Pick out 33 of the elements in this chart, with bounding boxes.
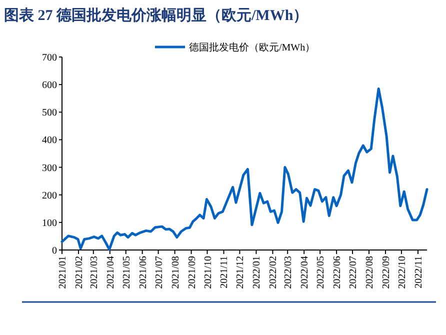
y-tick-label: 100: [42, 218, 57, 229]
legend-label: 德国批发电价（欧元/MWh）: [189, 42, 316, 54]
x-tick-label: 2022/03: [283, 256, 294, 289]
y-tick-label: 700: [42, 52, 57, 64]
x-tick-label: 2021/03: [88, 256, 100, 289]
x-tick-label: 2022/04: [300, 256, 311, 289]
y-tick-label: 0: [52, 246, 57, 256]
x-tick-label: 2021/10: [202, 256, 214, 289]
x-tick-label: 2021/06: [138, 256, 149, 289]
x-tick-label: 2021/11: [219, 256, 230, 288]
x-tick-label: 2022/07: [348, 256, 360, 289]
y-tick-label: 400: [42, 135, 57, 146]
x-tick-label: 2022/02: [268, 256, 280, 289]
y-tick-label: 200: [42, 190, 57, 202]
y-tick-label: 300: [42, 162, 57, 174]
x-tick-label: 2021/04: [105, 256, 116, 289]
x-tick-label: 2022/01: [252, 256, 263, 289]
y-tick-label: 600: [42, 80, 57, 92]
x-tick-label: 2021/08: [170, 256, 182, 289]
x-tick-label: 2022/06: [332, 256, 344, 289]
x-tick-label: 2021/02: [74, 256, 85, 289]
y-tick-label: 500: [42, 108, 57, 119]
chart-title: 图表 27 德国批发电价涨幅明显（欧元/MWh）: [4, 7, 308, 24]
x-tick-label: 2021/05: [121, 256, 132, 289]
x-tick-label: 2022/05: [316, 256, 327, 289]
x-tick-label: 2022/11: [413, 256, 424, 288]
x-tick-label: 2022/08: [364, 256, 376, 289]
x-tick-label: 2021/09: [186, 256, 198, 289]
x-tick-label: 2021/01: [58, 256, 68, 289]
x-tick-label: 2021/12: [235, 256, 246, 289]
x-tick-label: 2021/07: [154, 256, 165, 289]
x-tick-label: 2022/10: [396, 256, 408, 289]
x-tick-label: 2022/09: [381, 256, 392, 289]
